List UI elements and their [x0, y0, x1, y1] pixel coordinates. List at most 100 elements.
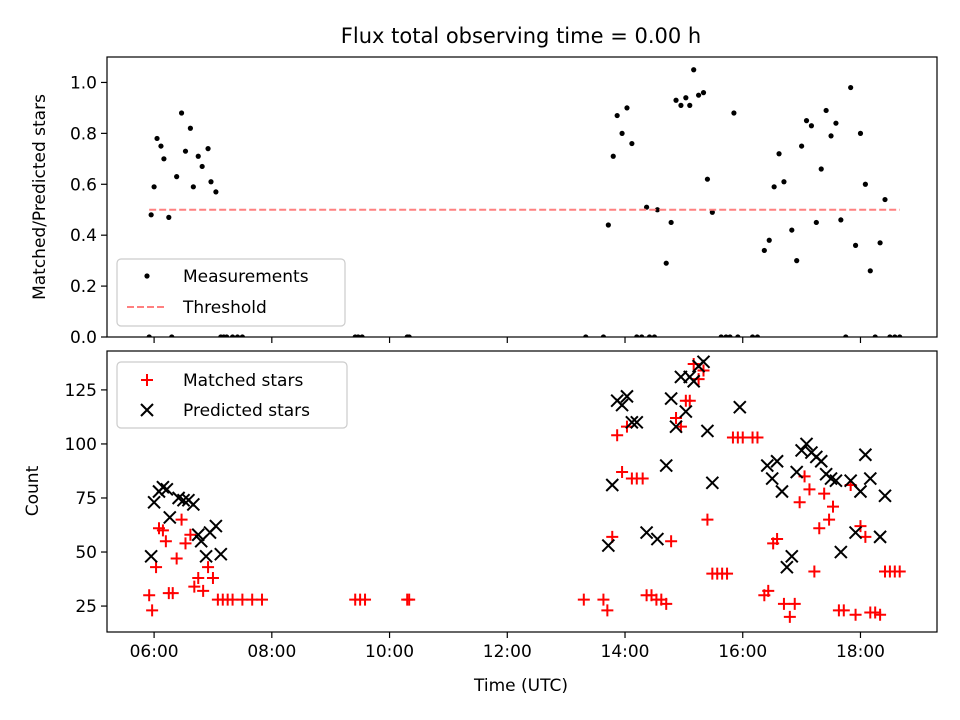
measurements-point — [146, 334, 152, 337]
measurements-point — [877, 240, 883, 246]
measurements-point — [808, 123, 815, 129]
predicted-stars-point — [160, 482, 174, 497]
matched-stars-point — [827, 500, 840, 513]
measurements-point — [600, 334, 607, 337]
x-tick-label: 08:00 — [247, 642, 296, 662]
measurements-point — [695, 92, 702, 98]
predicted-stars-point — [214, 547, 228, 561]
matched-stars-point — [192, 571, 205, 584]
measurements-point — [668, 219, 674, 226]
predicted-stars-point — [705, 476, 720, 490]
measurements-point — [781, 179, 787, 185]
predicted-stars-point — [650, 532, 665, 546]
y-tick-label: 125 — [65, 381, 97, 401]
predicted-stars-point — [659, 458, 673, 473]
predicted-stars-point — [760, 458, 774, 473]
count-panel: 06:00 08:00 10:00 12:00 14:00 16:00 18:00 25 50 7… — [23, 350, 938, 696]
measurements-point — [166, 214, 172, 220]
ratio-y-axis-label: Matched/Predicted stars — [30, 94, 50, 300]
predicted-stars-point — [601, 538, 616, 553]
predicted-stars-point — [186, 497, 201, 512]
predicted-stars-point — [780, 560, 794, 574]
predicted-stars-point — [605, 478, 619, 492]
matched-stars-point — [670, 412, 683, 425]
y-tick-label: 0.0 — [70, 328, 97, 348]
ratio-panel: 0.0 0.2 0.4 0.6 0.8 1.0 Matched/Predicted sta… — [30, 56, 938, 348]
matched-stars-point — [597, 593, 610, 606]
measurements-point — [683, 95, 689, 101]
measurements-point — [154, 135, 160, 142]
matched-stars-point — [808, 565, 821, 578]
ratio-legend[interactable]: Measurements Threshold — [116, 258, 346, 327]
matched-stars-point — [854, 520, 867, 533]
measurements-point — [735, 334, 741, 337]
measurements-point — [158, 143, 164, 149]
matched-stars-point — [813, 522, 826, 535]
measurements-point — [848, 84, 854, 91]
predicted-stars-point — [878, 489, 892, 503]
measurements-point — [406, 334, 412, 337]
measurements-point — [169, 334, 175, 337]
predicted-stars-point — [620, 389, 634, 404]
measurements-point — [749, 334, 756, 337]
predicted-stars-point — [785, 549, 799, 564]
matched-stars-point — [683, 394, 696, 407]
measurements-point — [823, 107, 829, 114]
measurements-point — [882, 196, 888, 203]
matched-stars-point — [175, 513, 188, 526]
legend-matched-swatch — [141, 374, 153, 386]
matched-stars-point — [701, 513, 714, 526]
y-tick-label: 50 — [75, 543, 97, 563]
count-legend[interactable]: Matched stars Predicted stars — [116, 361, 348, 429]
measurements-point — [872, 334, 878, 337]
matched-stars-point — [837, 604, 850, 617]
measurements-point — [852, 242, 859, 248]
predicted-stars-point — [863, 471, 877, 486]
measurements-point — [583, 334, 589, 337]
matched-stars-point — [874, 608, 887, 621]
measurements-point — [718, 334, 724, 337]
measurements-point — [887, 334, 893, 337]
matched-stars-point — [256, 593, 269, 606]
legend-predicted-label: Predicted stars — [183, 401, 310, 421]
predicted-stars-point — [630, 415, 644, 430]
predicted-stars-point — [733, 400, 747, 414]
predicted-stars-point — [829, 473, 843, 488]
matched-stars-point — [665, 535, 678, 548]
predicted-stars-point — [156, 480, 170, 494]
count-y-axis-label: Count — [23, 465, 43, 516]
measurements-point — [624, 105, 630, 111]
y-tick-label: 0.6 — [70, 175, 97, 195]
predicted-stars-point — [873, 530, 887, 544]
legend-measurements-swatch — [144, 273, 150, 279]
predicted-stars-point — [669, 419, 683, 434]
measurements-point — [619, 130, 625, 136]
measurements-point — [828, 133, 834, 139]
measurements-point — [833, 120, 839, 126]
measurements-point — [213, 189, 219, 195]
predicted-stars-point — [625, 415, 639, 430]
y-tick-label: 1.0 — [70, 73, 97, 93]
matched-stars-point — [179, 537, 192, 550]
matched-stars-point — [771, 533, 784, 546]
predicted-stars-point — [770, 454, 784, 468]
matched-stars-point — [751, 431, 764, 444]
matched-stars-point — [849, 608, 862, 621]
predicted-stars-point — [163, 510, 177, 525]
predicted-stars-point — [664, 391, 678, 406]
predicted-stars-point — [147, 495, 161, 510]
measurements-point — [723, 334, 729, 337]
predicted-stars-point — [765, 471, 779, 486]
measurements-point — [229, 334, 236, 337]
legend-predicted-swatch — [140, 403, 154, 417]
measurements-point — [794, 258, 800, 264]
matched-stars-point — [197, 584, 210, 597]
legend-measurements-label: Measurements — [183, 267, 309, 287]
measurements-point — [195, 153, 201, 159]
predicted-stars-point — [199, 549, 213, 564]
matched-stars-point — [762, 584, 775, 597]
matched-stars-point — [170, 552, 183, 565]
predicted-stars-point — [696, 355, 711, 369]
measurements-point — [731, 110, 737, 116]
